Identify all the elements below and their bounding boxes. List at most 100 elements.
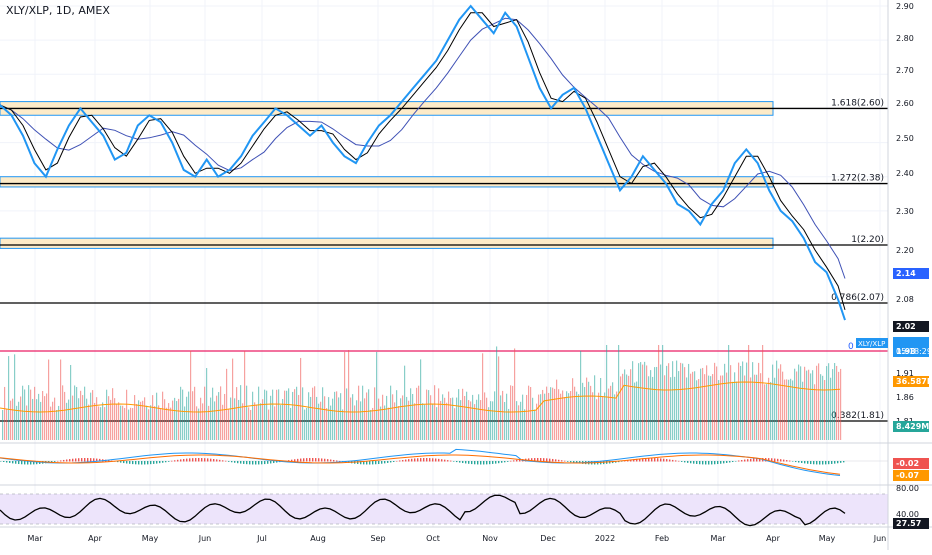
y-tick-label: 2.50 — [896, 134, 914, 143]
volume-bar — [754, 374, 756, 440]
volume-bar — [496, 346, 498, 440]
volume-bar — [300, 357, 302, 440]
supply-demand-zone — [0, 237, 774, 249]
macd-hist-bar — [66, 459, 68, 462]
macd-hist-bar — [81, 458, 83, 462]
volume-bar — [628, 375, 630, 440]
macd-hist-bar — [363, 461, 365, 465]
volume-bar — [140, 401, 142, 440]
volume-bar — [442, 394, 444, 440]
macd-hist-bar — [246, 461, 248, 465]
volume-bar — [168, 403, 170, 440]
volume-bar — [526, 394, 528, 440]
volume-bar — [614, 394, 616, 440]
macd-hist-bar — [444, 459, 446, 462]
macd-hist-bar — [300, 458, 302, 462]
volume-bar — [776, 360, 778, 440]
volume-bar — [742, 361, 744, 440]
macd-hist-bar — [198, 458, 200, 462]
macd-hist-bar — [489, 461, 491, 465]
macd-hist-bar — [837, 461, 839, 464]
macd-hist-bar — [708, 461, 710, 465]
volume-bar — [338, 397, 340, 440]
volume-bar — [824, 380, 826, 440]
volume-bar — [374, 387, 376, 440]
volume-bar — [560, 393, 562, 440]
volume-bar — [236, 387, 238, 440]
volume-bar — [606, 345, 608, 440]
volume-bar — [816, 365, 818, 440]
volume-bar — [710, 376, 712, 440]
volume-bar — [600, 378, 602, 440]
x-tick-label: Jul — [256, 534, 267, 543]
macd-hist-bar — [633, 459, 635, 462]
volume-bar — [398, 406, 400, 440]
macd-hist-bar — [255, 461, 257, 465]
volume-bar — [38, 393, 40, 440]
macd-hist-bar — [324, 458, 326, 462]
volume-bar — [796, 371, 798, 440]
volume-bar — [104, 407, 106, 440]
volume-bar — [724, 363, 726, 440]
volume-bar — [648, 376, 650, 440]
macd-hist-bar — [501, 461, 503, 463]
volume-bar — [498, 356, 500, 440]
volume-bar — [654, 367, 656, 440]
volume-bar — [640, 362, 642, 440]
volume-bar — [84, 386, 86, 440]
volume-bar — [460, 400, 462, 440]
macd-hist-bar — [462, 461, 464, 464]
volume-bar — [322, 387, 324, 440]
ma-fast-badge: 2.02 — [896, 322, 916, 331]
volume-bar — [602, 396, 604, 440]
volume-bar — [388, 407, 390, 440]
volume-bar — [728, 345, 730, 440]
volume-bar — [488, 407, 490, 440]
volume-bar — [278, 389, 280, 440]
volume-bar — [64, 391, 66, 440]
volume-bar — [480, 400, 482, 440]
volume-bar — [712, 374, 714, 440]
macd-hist-bar — [123, 461, 125, 464]
volume-bar — [238, 399, 240, 440]
volume-bar — [734, 372, 736, 440]
volume-badge: 36.587M — [896, 377, 932, 386]
volume-bar — [590, 385, 592, 440]
macd-hist-bar — [57, 460, 59, 462]
volume-bar — [718, 380, 720, 440]
volume-bar — [756, 374, 758, 440]
macd-hist-bar — [456, 461, 458, 463]
macd-hist-bar — [684, 461, 686, 463]
rsi-badge: 27.57 — [896, 519, 921, 528]
volume-bar — [574, 386, 576, 440]
volume-bar — [568, 393, 570, 440]
macd-hist-bar — [714, 461, 716, 465]
macd-hist-bar — [447, 460, 449, 462]
macd-hist-bar — [612, 461, 614, 464]
volume-bar — [576, 391, 578, 440]
volume-bar — [22, 385, 24, 440]
volume-bar — [694, 371, 696, 440]
volume-bar — [106, 389, 108, 440]
volume-bar — [258, 386, 260, 440]
volume-bar — [296, 386, 298, 440]
volume-bar — [352, 394, 354, 440]
fib-level-label: 1(2.20) — [851, 235, 884, 245]
volume-bar — [274, 406, 276, 440]
volume-bar — [42, 390, 44, 440]
macd-hist-bar — [705, 461, 707, 465]
volume-bar — [528, 385, 530, 440]
volume-bar — [772, 364, 774, 440]
macd-hist-bar — [417, 458, 419, 462]
macd-hist-bar — [405, 459, 407, 462]
rsi-tick-label: 80.00 — [896, 484, 919, 493]
volume-bar — [476, 399, 478, 440]
volume-bar — [88, 404, 90, 440]
macd-hist-bar — [384, 461, 386, 464]
volume-bar — [202, 403, 204, 440]
macd-hist-bar — [780, 459, 782, 462]
volume-bar — [288, 388, 290, 440]
volume-bar — [36, 399, 38, 440]
